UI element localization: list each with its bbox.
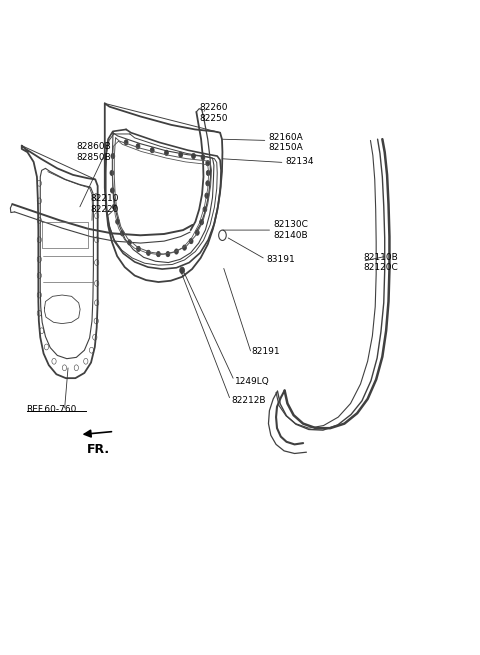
Text: FR.: FR. xyxy=(87,443,110,456)
Circle shape xyxy=(182,245,186,250)
Circle shape xyxy=(205,193,209,198)
Circle shape xyxy=(120,231,124,236)
Circle shape xyxy=(116,219,120,224)
Circle shape xyxy=(195,230,199,235)
Circle shape xyxy=(206,170,210,176)
Circle shape xyxy=(124,140,128,145)
Circle shape xyxy=(136,143,140,149)
Circle shape xyxy=(156,252,160,257)
Text: 83191: 83191 xyxy=(266,255,295,264)
Text: REF.60-760: REF.60-760 xyxy=(26,405,77,415)
Circle shape xyxy=(203,207,207,212)
Circle shape xyxy=(112,204,116,210)
Text: 82860B
82850B: 82860B 82850B xyxy=(76,142,111,162)
Circle shape xyxy=(111,153,115,159)
Circle shape xyxy=(206,181,210,186)
Circle shape xyxy=(200,219,204,225)
Text: 82260
82250: 82260 82250 xyxy=(200,103,228,123)
Text: 82191: 82191 xyxy=(252,347,280,356)
Circle shape xyxy=(189,238,193,244)
Circle shape xyxy=(150,147,154,153)
Circle shape xyxy=(146,250,150,255)
Circle shape xyxy=(180,267,184,274)
Text: 82212B: 82212B xyxy=(231,396,266,405)
Circle shape xyxy=(179,152,182,157)
Circle shape xyxy=(110,170,114,176)
Circle shape xyxy=(137,246,140,252)
Circle shape xyxy=(201,155,205,160)
Text: 82210
82220: 82210 82220 xyxy=(91,195,119,214)
Circle shape xyxy=(192,153,195,159)
Text: 82110B
82120C: 82110B 82120C xyxy=(363,253,398,272)
Circle shape xyxy=(128,240,132,245)
Text: 82134: 82134 xyxy=(285,157,313,166)
Circle shape xyxy=(166,252,170,257)
Text: 1249LQ: 1249LQ xyxy=(235,377,270,386)
Circle shape xyxy=(165,150,168,155)
Circle shape xyxy=(110,188,114,193)
Text: 82160A
82150A: 82160A 82150A xyxy=(268,133,303,152)
Circle shape xyxy=(206,160,210,166)
Text: 82130C
82140B: 82130C 82140B xyxy=(273,220,308,240)
Circle shape xyxy=(175,249,179,254)
